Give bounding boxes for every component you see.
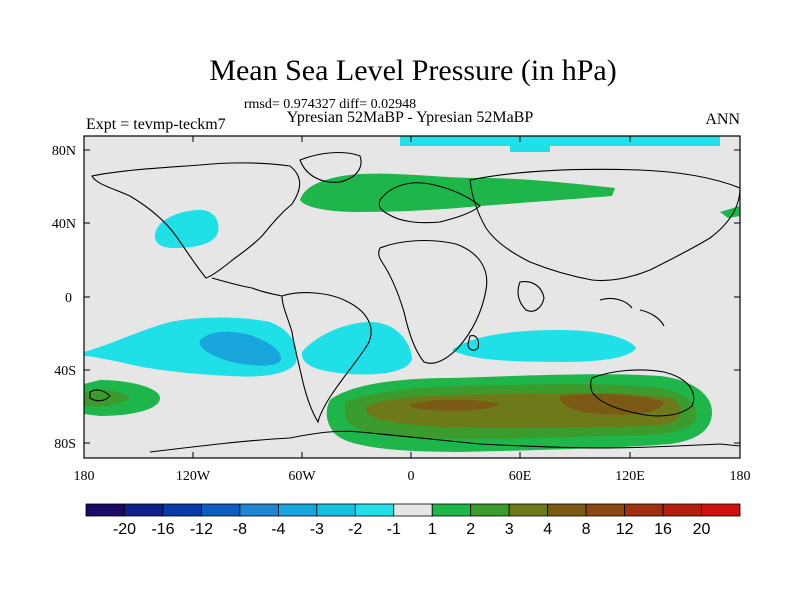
central-america-outline xyxy=(211,277,283,297)
y-tick-label: 40S xyxy=(54,364,76,379)
southern-ocean-east-core xyxy=(560,394,664,415)
y-tick-label: 0 xyxy=(65,291,72,306)
y-tick-label: 40N xyxy=(52,217,76,232)
figure-title: Mean Sea Level Pressure (in hPa) xyxy=(209,54,616,87)
colorbar-label: 12 xyxy=(616,521,634,538)
colorbar-swatch xyxy=(201,503,241,517)
southern-ocean-core xyxy=(410,399,500,411)
colorbar-label: -2 xyxy=(348,521,362,538)
india-outline xyxy=(517,281,545,312)
colorbar-swatch xyxy=(316,503,356,517)
greenland-outline xyxy=(299,151,362,183)
south-atlantic-negative-band xyxy=(301,322,412,375)
continent-outlines xyxy=(89,151,740,453)
x-tick-label: 60E xyxy=(509,469,532,484)
colorbar-label: 1 xyxy=(428,521,437,538)
colorbar-label: -8 xyxy=(233,521,247,538)
arctic-negative-band xyxy=(400,136,720,152)
colorbar-label: 8 xyxy=(582,521,591,538)
colorbar-label: 3 xyxy=(505,521,514,538)
colorbar-swatch xyxy=(162,503,202,517)
x-tick-label: 180 xyxy=(74,469,95,484)
x-axis-ticks xyxy=(83,136,741,458)
colorbar-label: -3 xyxy=(310,521,324,538)
south-america-outline xyxy=(281,292,372,424)
colorbar-swatch xyxy=(277,503,318,517)
colorbar-swatch xyxy=(85,503,125,517)
colorbar-swatch xyxy=(508,503,549,517)
y-tick-labels: 80N 40N 0 40S 80S xyxy=(52,144,76,452)
colorbar-swatch xyxy=(431,503,472,517)
colorbar-swatch xyxy=(239,503,279,517)
colorbar-label: 2 xyxy=(466,521,475,538)
y-tick-label: 80N xyxy=(52,144,76,159)
south-pacific-negative-core xyxy=(199,331,281,366)
colorbar-label: 20 xyxy=(693,521,711,538)
stats-line: rmsd= 0.974327 diff= 0.02948 xyxy=(244,97,416,112)
x-tick-label: 60W xyxy=(288,469,316,484)
colorbar-swatch xyxy=(354,503,395,517)
map-panel xyxy=(84,136,740,458)
colorbar-label: -16 xyxy=(151,521,174,538)
europe-outline xyxy=(378,182,481,224)
colorbar-label: -1 xyxy=(387,521,401,538)
colorbar-label: -20 xyxy=(113,521,136,538)
x-tick-label: 120E xyxy=(615,469,645,484)
experiment-label: Expt = tevmp-teckm7 xyxy=(86,116,226,133)
colorbar-swatch xyxy=(585,503,625,517)
colorbar-labels: -20 -16 -12 -8 -4 -3 -2 -1 1 2 3 4 8 12 16 20 xyxy=(113,521,711,538)
australia-outline xyxy=(589,369,695,417)
x-tick-label: 120W xyxy=(176,469,211,484)
colorbar-swatch xyxy=(547,503,587,517)
colorbar-swatch xyxy=(470,503,510,517)
subtitle: Ypresian 52MaBP - Ypresian 52MaBP xyxy=(287,109,534,126)
antarctica-outline xyxy=(149,430,740,453)
north-pacific-negative-blob xyxy=(155,210,219,248)
north-america-outline xyxy=(91,162,301,279)
africa-outline xyxy=(378,240,488,364)
y-tick-label: 80S xyxy=(54,437,76,452)
colorbar-swatch xyxy=(124,503,164,517)
colorbar-swatch xyxy=(662,503,702,517)
colorbar xyxy=(85,503,741,517)
indian-ocean-negative-band xyxy=(452,330,636,362)
colorbar-label: 16 xyxy=(654,521,672,538)
madagascar-outline xyxy=(467,335,480,351)
x-tick-label: 0 xyxy=(408,469,415,484)
southwest-pacific-islands xyxy=(89,389,111,402)
colorbar-swatch xyxy=(393,503,433,517)
colorbar-label: 4 xyxy=(543,521,552,538)
season-label: ANN xyxy=(705,111,740,128)
asia-outline xyxy=(469,168,740,282)
colorbar-label: -12 xyxy=(190,521,213,538)
x-tick-labels: 180 120W 60W 0 60E 120E 180 xyxy=(74,469,751,484)
x-tick-label: 180 xyxy=(730,469,751,484)
asia-islands-outline xyxy=(599,297,665,327)
y-axis-ticks xyxy=(84,149,740,444)
colorbar-label: -4 xyxy=(271,521,285,538)
colorbar-swatch xyxy=(624,503,664,517)
colorbar-swatch xyxy=(701,503,741,517)
